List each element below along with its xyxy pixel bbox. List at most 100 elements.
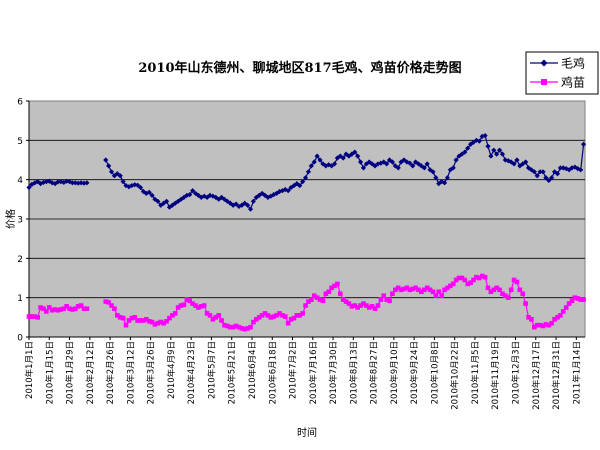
data-point (450, 165, 456, 171)
data-point (338, 291, 343, 297)
y-tick-label: 3 (17, 216, 23, 226)
data-point (453, 157, 459, 163)
data-point (311, 293, 317, 298)
data-point (418, 163, 424, 169)
data-point (352, 303, 358, 308)
data-point (401, 286, 407, 292)
data-point (482, 133, 488, 139)
data-point (187, 192, 193, 198)
data-point (430, 289, 436, 295)
data-point (421, 165, 427, 171)
data-point (528, 167, 535, 173)
data-point (129, 315, 135, 321)
data-point (61, 306, 67, 311)
x-tick-label: 2010年11月5日 (470, 341, 481, 404)
data-point (427, 167, 433, 173)
data-point (106, 300, 111, 305)
data-point (361, 301, 366, 306)
data-point (103, 157, 109, 163)
y-axis-label: 价格 (4, 209, 17, 229)
data-point (355, 305, 360, 310)
data-point (419, 289, 424, 295)
legend-item-jimiao: 鸡苗 (530, 75, 585, 90)
data-point (178, 303, 184, 308)
data-point (29, 314, 35, 319)
data-point (474, 274, 479, 280)
data-point (135, 318, 140, 323)
data-point (410, 286, 415, 292)
data-point (288, 184, 294, 191)
data-point (126, 318, 132, 323)
data-point (456, 275, 462, 281)
data-point (233, 201, 239, 207)
x-tick-label: 2010年1月15日 (44, 341, 55, 404)
data-point (331, 161, 338, 167)
data-point (297, 313, 303, 318)
data-point (427, 287, 433, 293)
data-point (137, 184, 144, 191)
data-point (543, 322, 549, 327)
data-point (366, 305, 372, 310)
data-point (537, 322, 543, 328)
data-point (149, 192, 155, 198)
data-point (161, 320, 166, 326)
x-tick-label: 2010年9月24日 (409, 341, 420, 404)
data-point (265, 313, 271, 318)
data-point (227, 324, 233, 330)
data-point (320, 298, 326, 304)
data-point (46, 305, 52, 310)
data-point (55, 179, 61, 185)
data-point (26, 314, 32, 319)
data-point (49, 307, 55, 313)
data-point (546, 322, 552, 328)
data-point (210, 317, 216, 322)
data-point (239, 326, 245, 331)
data-point (120, 179, 126, 185)
data-point (254, 317, 259, 322)
data-point (329, 285, 334, 291)
data-point (465, 145, 471, 151)
data-point (190, 188, 196, 194)
data-point (288, 317, 294, 322)
data-point (309, 297, 314, 302)
data-point (540, 169, 546, 175)
data-point (314, 295, 320, 300)
data-point (479, 273, 485, 279)
data-point (117, 173, 123, 179)
data-point (395, 285, 401, 291)
data-point (360, 165, 367, 171)
data-point (300, 311, 305, 316)
data-point (282, 314, 288, 319)
data-point (471, 277, 476, 283)
data-point (123, 322, 129, 328)
data-point (566, 301, 572, 306)
data-point (164, 318, 169, 324)
data-point (563, 305, 569, 310)
data-point (439, 293, 444, 298)
data-point (280, 313, 285, 318)
data-point (317, 297, 323, 302)
data-point (445, 285, 450, 291)
x-tick-label: 2010年2月12日 (85, 341, 96, 404)
legend-label-jimiao: 鸡苗 (561, 75, 585, 90)
data-point (175, 305, 181, 310)
data-point (163, 198, 170, 204)
data-point (549, 175, 555, 181)
data-point (349, 304, 355, 309)
data-point (297, 182, 303, 189)
data-point (505, 295, 511, 300)
data-point (384, 161, 390, 167)
x-tick-label: 2010年9月10日 (389, 341, 400, 404)
data-point (158, 319, 164, 325)
data-point (155, 198, 161, 204)
data-point (251, 319, 256, 325)
data-point (430, 169, 436, 175)
data-point (552, 317, 557, 322)
data-point (526, 315, 531, 320)
data-point (529, 317, 534, 322)
data-point (134, 182, 141, 188)
x-tick-label: 2010年8月27日 (369, 341, 380, 404)
series-0 (26, 133, 587, 212)
chart-title: 2010年山东德州、聊城地区817毛鸡、鸡苗价格走势图 (138, 60, 461, 76)
data-point (387, 298, 392, 304)
